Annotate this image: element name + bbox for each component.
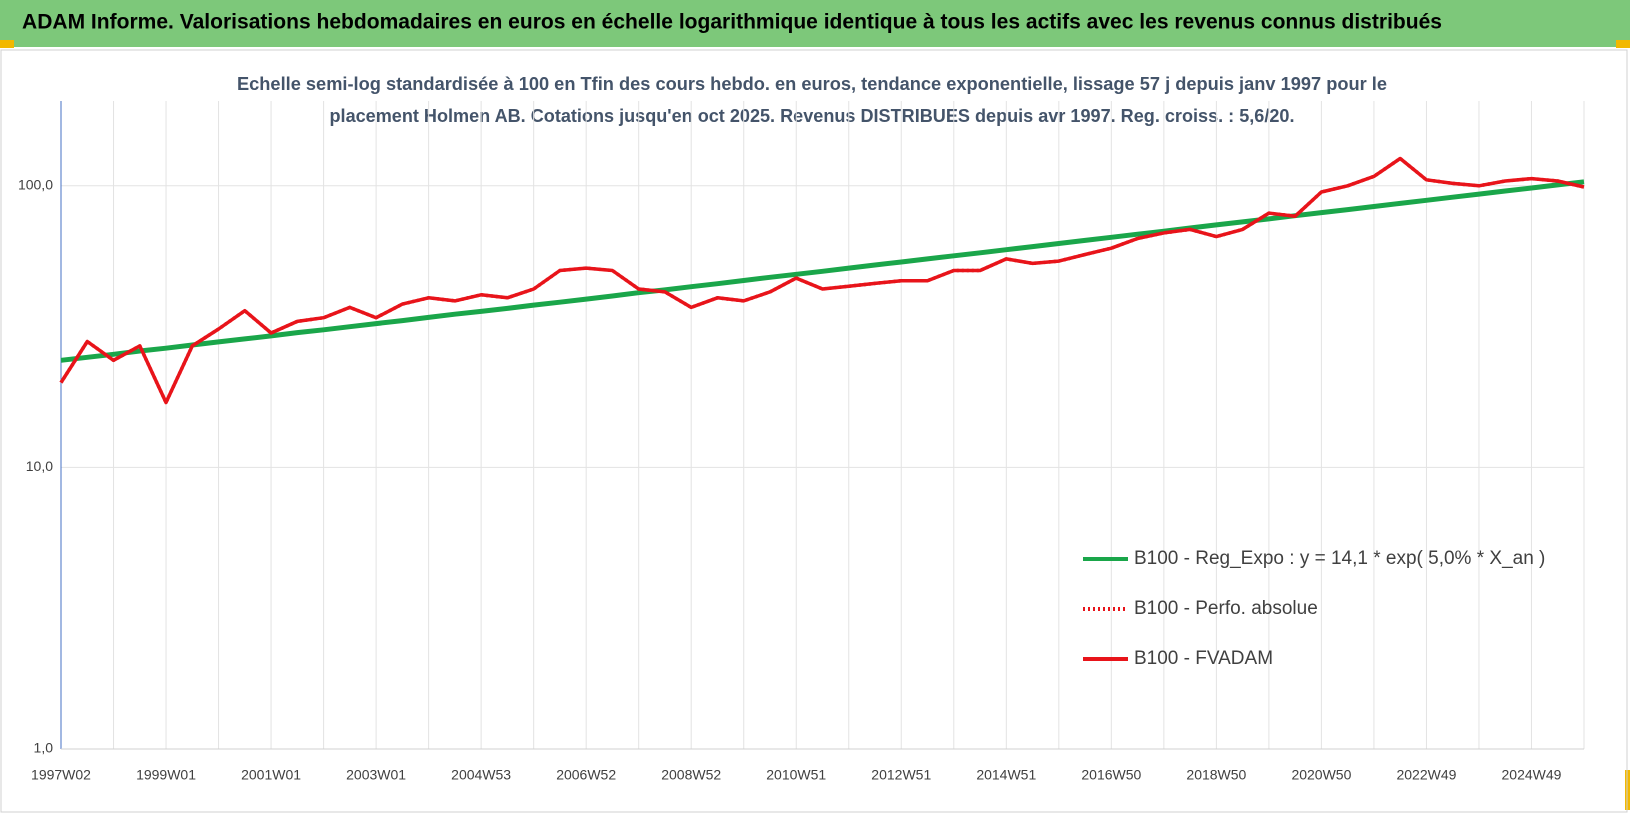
x-tick-label: 2008W52	[661, 767, 721, 783]
x-tick-label: 2018W50	[1186, 767, 1246, 783]
header-bar	[0, 0, 1630, 47]
x-tick-label: 2014W51	[976, 767, 1036, 783]
legend-label: B100 - Reg_Expo : y = 14,1 * exp( 5,0% *…	[1134, 548, 1545, 569]
x-tick-label: 2003W01	[346, 767, 406, 783]
legend-label: B100 - FVADAM	[1134, 648, 1273, 669]
x-tick-label: 2006W52	[556, 767, 616, 783]
y-tick-label: 100,0	[18, 176, 53, 192]
y-tick-label: 1,0	[34, 740, 54, 756]
x-tick-label: 2004W53	[451, 767, 511, 783]
x-tick-label: 2016W50	[1081, 767, 1141, 783]
corner-mark	[0, 40, 14, 48]
x-tick-label: 2024W49	[1502, 767, 1562, 783]
header-title: ADAM Informe. Valorisations hebdomadaire…	[22, 11, 1442, 34]
x-tick-label: 1999W01	[136, 767, 196, 783]
x-tick-label: 2022W49	[1396, 767, 1456, 783]
x-tick-label: 1997W02	[31, 767, 91, 783]
y-tick-label: 10,0	[26, 458, 53, 474]
chart-title: placement Holmen AB. Cotations jusqu'en …	[330, 106, 1295, 126]
legend-label: B100 - Perfo. absolue	[1134, 598, 1318, 619]
series-line	[59, 156, 1585, 405]
series-line	[60, 179, 1585, 363]
chart-title: Echelle semi-log standardisée à 100 en T…	[237, 74, 1387, 94]
corner-mark	[1616, 40, 1630, 48]
x-tick-label: 2020W50	[1291, 767, 1351, 783]
series-line	[59, 156, 1585, 405]
x-tick-label: 2001W01	[241, 767, 301, 783]
chart-frame	[0, 49, 1628, 813]
x-tick-label: 2010W51	[766, 767, 826, 783]
x-tick-label: 2012W51	[871, 767, 931, 783]
